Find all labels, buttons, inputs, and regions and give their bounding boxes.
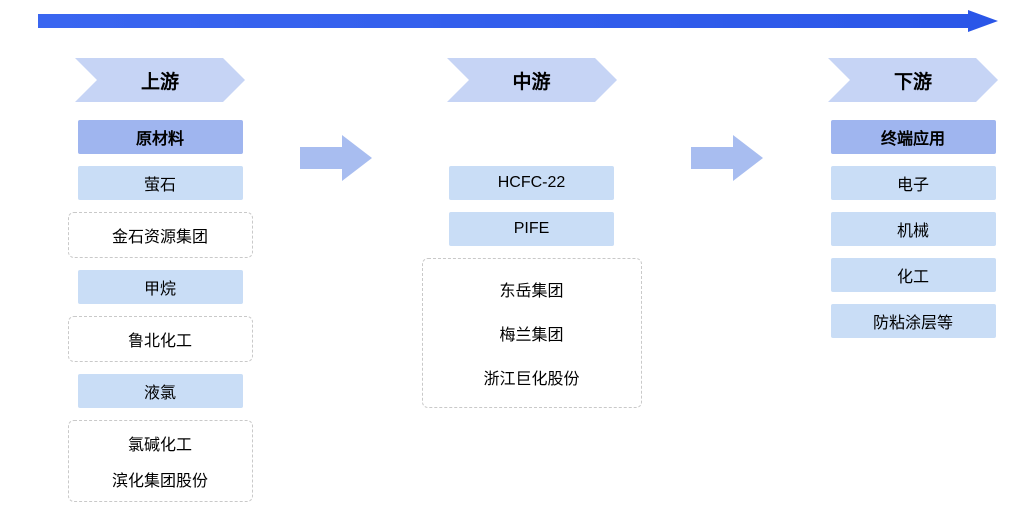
subheader-raw-materials: 原材料 bbox=[78, 120, 243, 154]
column-downstream: 下游 终端应用 电子 机械 化工 防粘涂层等 bbox=[793, 58, 1033, 350]
flow-columns: 上游 原材料 萤石 金石资源集团 甲烷 鲁北化工 液氯 氯碱化工 滨化集团股份 bbox=[0, 58, 1033, 514]
connector-1-wrap bbox=[270, 58, 402, 258]
company-item: 浙江巨化股份 bbox=[483, 365, 579, 389]
pill-pife-label: PIFE bbox=[514, 220, 550, 238]
pill-hcfc22-label: HCFC-22 bbox=[498, 174, 566, 192]
company-item: 东岳集团 bbox=[499, 277, 563, 301]
pill-methane-label: 甲烷 bbox=[144, 275, 176, 299]
company-item: 金石资源集团 bbox=[112, 223, 208, 247]
companies-methane: 鲁北化工 bbox=[68, 316, 253, 362]
company-item: 鲁北化工 bbox=[128, 327, 192, 351]
header-upstream: 上游 bbox=[75, 58, 245, 102]
top-flow-arrow bbox=[38, 10, 998, 32]
column-upstream: 上游 原材料 萤石 金石资源集团 甲烷 鲁北化工 液氯 氯碱化工 滨化集团股份 bbox=[50, 58, 270, 514]
pill-nonstick-coating: 防粘涂层等 bbox=[831, 304, 996, 338]
companies-fluorite: 金石资源集团 bbox=[68, 212, 253, 258]
connector-2-wrap bbox=[662, 58, 794, 258]
pill-electronics: 电子 bbox=[831, 166, 996, 200]
pill-fluorite: 萤石 bbox=[78, 166, 243, 200]
pill-nonstick-coating-label: 防粘涂层等 bbox=[873, 309, 953, 333]
subheader-end-use-label: 终端应用 bbox=[881, 125, 945, 149]
connector-arrow-icon bbox=[691, 135, 763, 181]
pill-chemical-label: 化工 bbox=[897, 263, 929, 287]
header-midstream-label: 中游 bbox=[512, 67, 550, 94]
pill-electronics-label: 电子 bbox=[897, 171, 929, 195]
pill-pife: PIFE bbox=[449, 212, 614, 246]
subheader-raw-materials-label: 原材料 bbox=[136, 125, 184, 149]
companies-midstream: 东岳集团 梅兰集团 浙江巨化股份 bbox=[422, 258, 642, 408]
pill-fluorite-label: 萤石 bbox=[144, 171, 176, 195]
header-downstream-label: 下游 bbox=[894, 67, 932, 94]
column-midstream: 中游 HCFC-22 PIFE 东岳集团 梅兰集团 浙江巨化股份 bbox=[402, 58, 662, 420]
company-item: 氯碱化工 bbox=[128, 431, 192, 455]
header-downstream: 下游 bbox=[828, 58, 998, 102]
company-item: 滨化集团股份 bbox=[112, 467, 208, 491]
pill-machinery: 机械 bbox=[831, 212, 996, 246]
pill-machinery-label: 机械 bbox=[897, 217, 929, 241]
pill-liquid-chlorine: 液氯 bbox=[78, 374, 243, 408]
pill-methane: 甲烷 bbox=[78, 270, 243, 304]
header-midstream: 中游 bbox=[447, 58, 617, 102]
subheader-end-use: 终端应用 bbox=[831, 120, 996, 154]
pill-liquid-chlorine-label: 液氯 bbox=[144, 379, 176, 403]
pill-chemical: 化工 bbox=[831, 258, 996, 292]
company-item: 梅兰集团 bbox=[499, 321, 563, 345]
pill-hcfc22: HCFC-22 bbox=[449, 166, 614, 200]
header-upstream-label: 上游 bbox=[141, 67, 179, 94]
companies-liquid-chlorine: 氯碱化工 滨化集团股份 bbox=[68, 420, 253, 502]
connector-arrow-icon bbox=[300, 135, 372, 181]
